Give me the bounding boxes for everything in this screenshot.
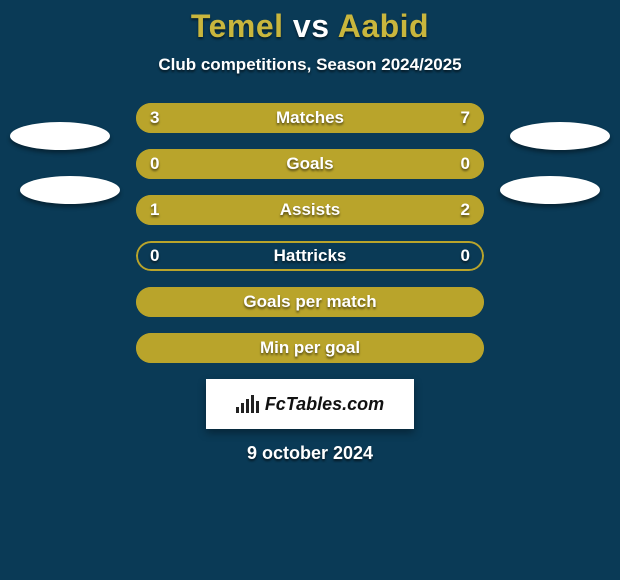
stat-label: Goals: [136, 154, 484, 174]
stat-label: Hattricks: [136, 246, 484, 266]
player2-name: Aabid: [338, 8, 429, 44]
stat-label: Min per goal: [136, 338, 484, 358]
date-label: 9 october 2024: [0, 443, 620, 464]
stat-row: 00Hattricks: [136, 241, 484, 271]
stat-row: 00Goals: [136, 149, 484, 179]
subtitle: Club competitions, Season 2024/2025: [0, 55, 620, 75]
title-vs: vs: [293, 8, 330, 44]
logo-text: FcTables.com: [265, 394, 384, 415]
logo-badge: FcTables.com: [206, 379, 414, 429]
stat-row: 37Matches: [136, 103, 484, 133]
logo-bars-icon: [236, 395, 259, 413]
stat-row: Min per goal: [136, 333, 484, 363]
stat-label: Assists: [136, 200, 484, 220]
stat-row: 12Assists: [136, 195, 484, 225]
comparison-card: Temel vs Aabid Club competitions, Season…: [0, 0, 620, 580]
stat-rows: 37Matches 00Goals 12Assists 00Hattricks Goal…: [0, 103, 620, 363]
stat-label: Goals per match: [136, 292, 484, 312]
player1-name: Temel: [191, 8, 284, 44]
stat-row: Goals per match: [136, 287, 484, 317]
stat-label: Matches: [136, 108, 484, 128]
title: Temel vs Aabid: [0, 8, 620, 45]
